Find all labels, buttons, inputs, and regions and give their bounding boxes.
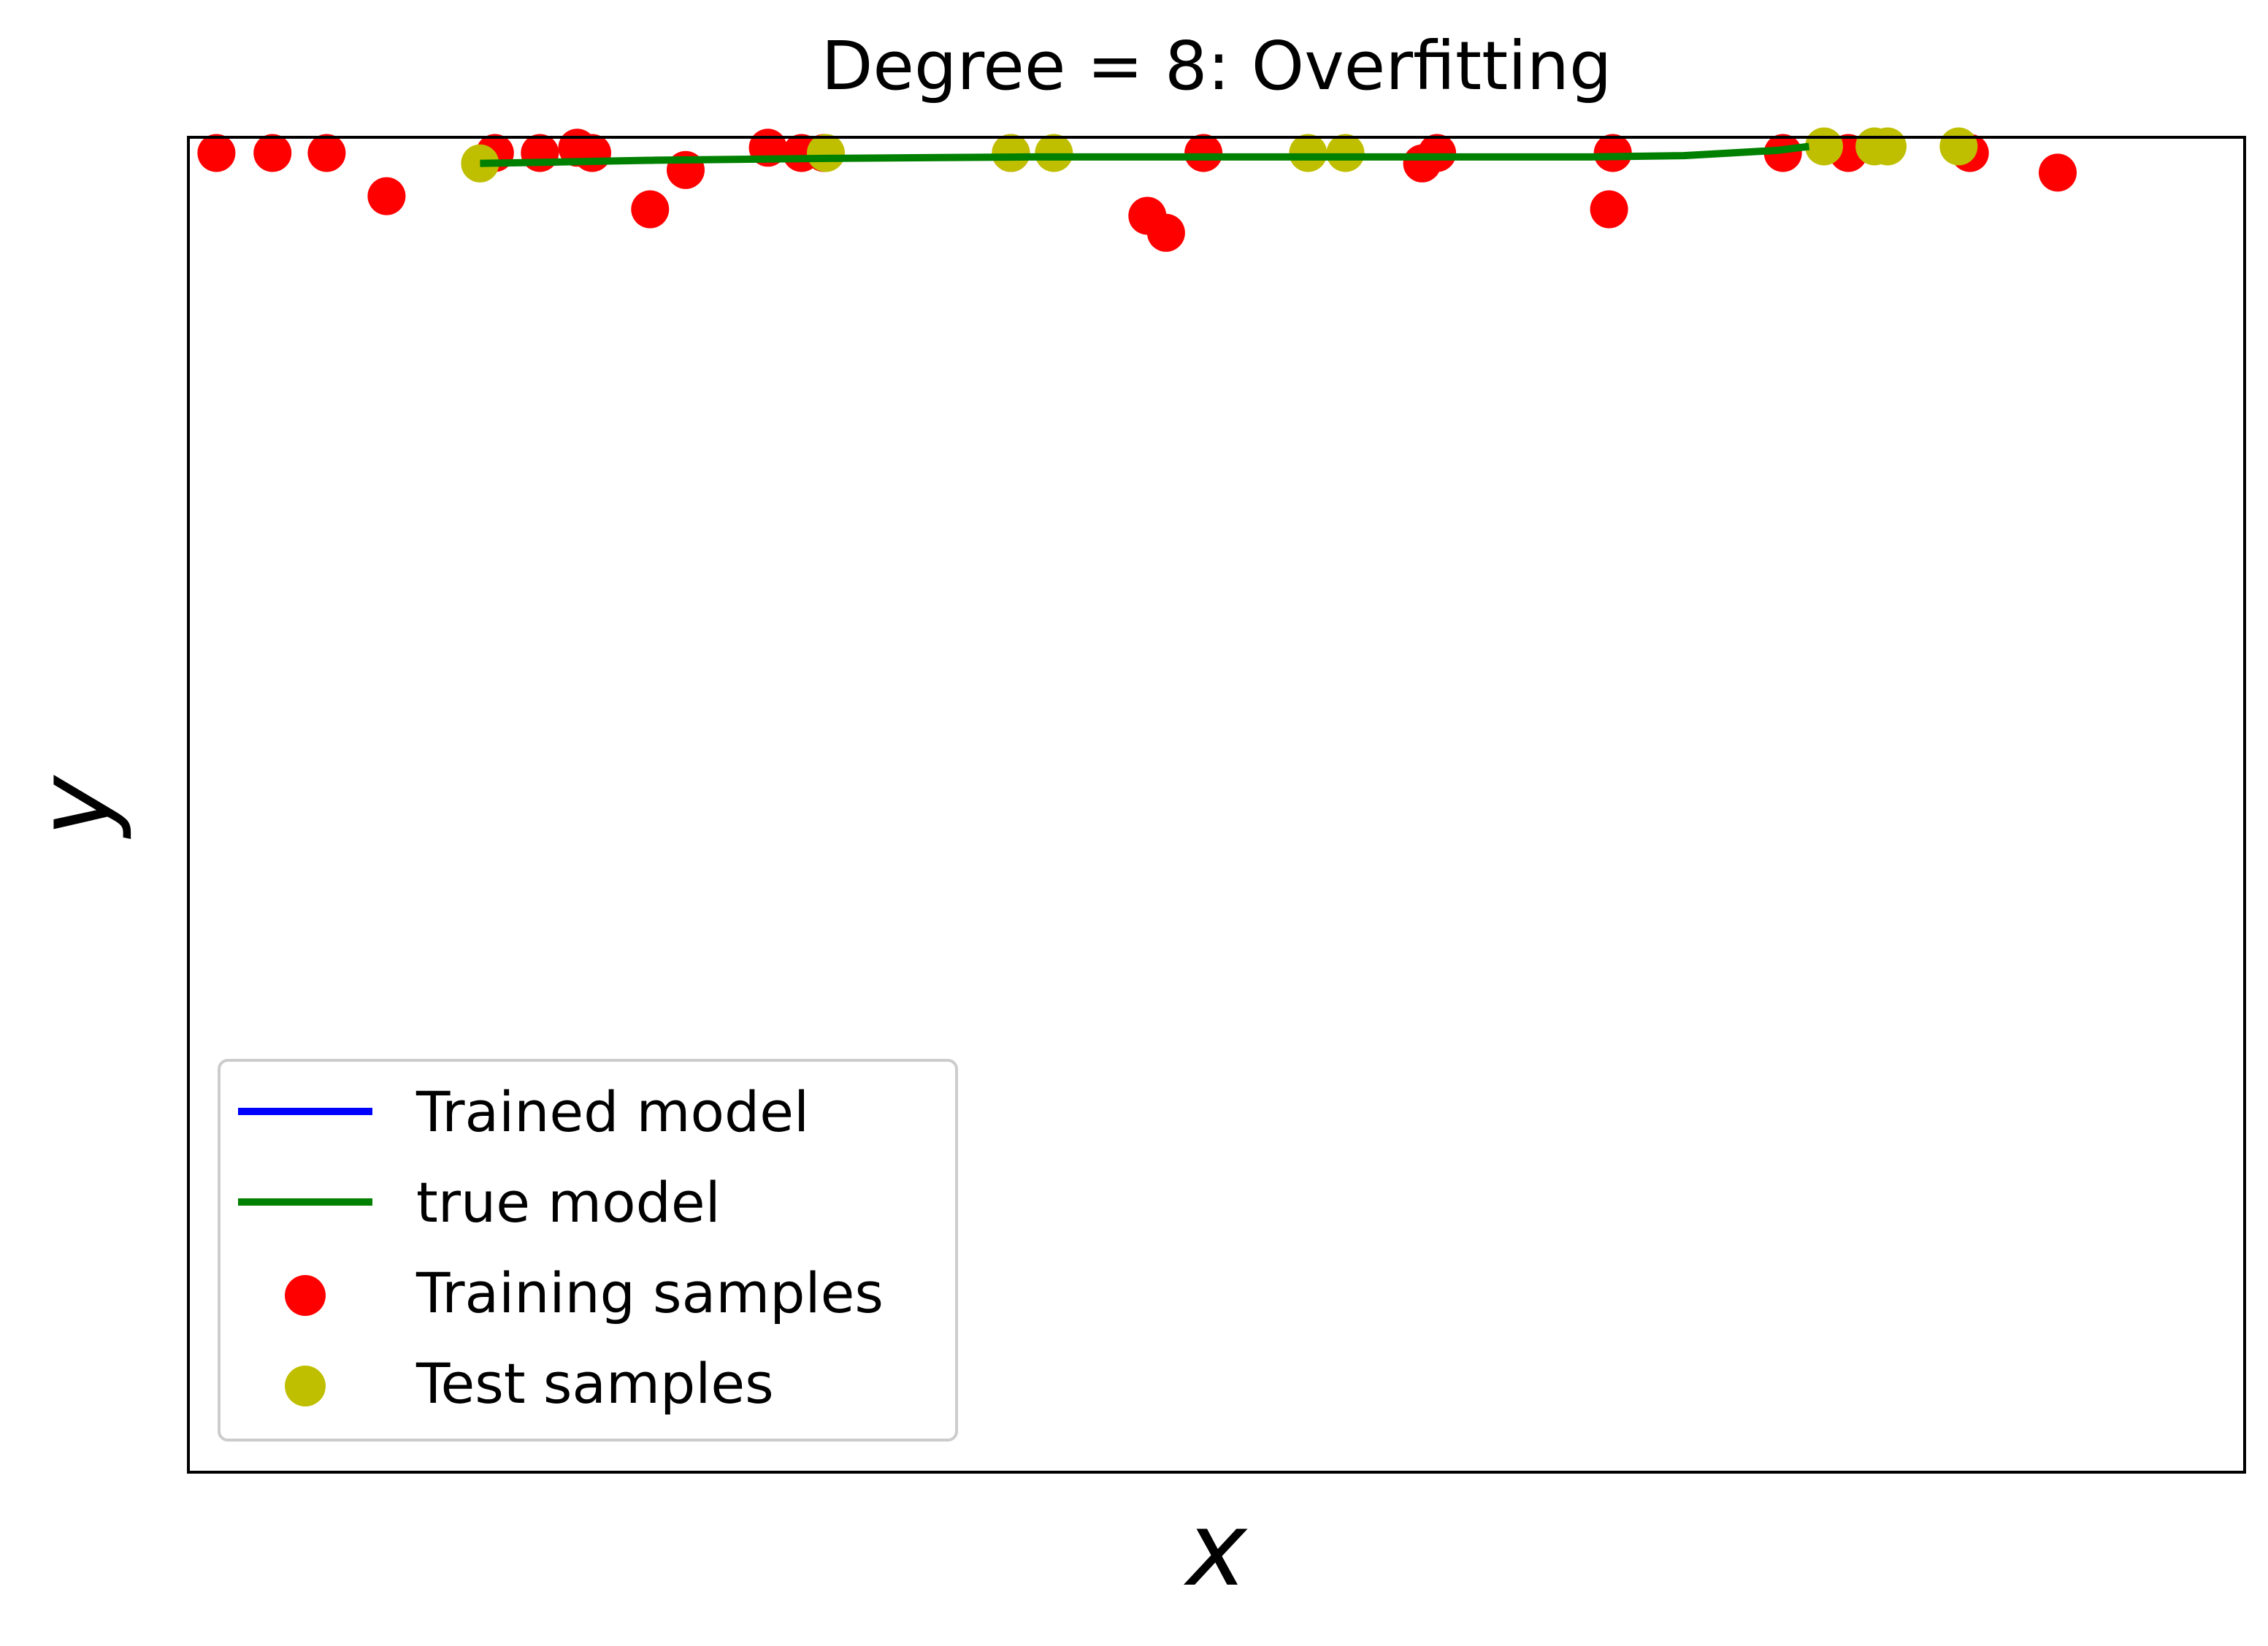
training-samples-point	[367, 177, 406, 215]
test-samples-point	[1035, 134, 1073, 172]
training-samples-point	[253, 134, 292, 172]
test-samples-point	[1939, 127, 1978, 166]
plot-frame	[187, 136, 2246, 1474]
y-axis-label: y	[15, 774, 134, 839]
training-samples-point	[1184, 134, 1223, 172]
training-samples-point	[197, 134, 236, 172]
x-axis-label: x	[1184, 1490, 1249, 1609]
legend-box	[218, 1059, 958, 1442]
legend-label-training-samples: Training samples	[415, 1260, 884, 1325]
training-samples-point	[307, 134, 346, 172]
test-samples-point	[807, 134, 845, 172]
training-samples-point	[1146, 213, 1185, 252]
test-samples-point	[1289, 134, 1328, 172]
training-samples-point	[1418, 134, 1457, 172]
training-samples-point	[521, 134, 559, 172]
test-samples-point	[1869, 127, 1907, 166]
series-true-model-line	[480, 142, 1810, 167]
legend-swatch-training-samples	[285, 1275, 326, 1316]
training-samples-point	[1590, 190, 1628, 229]
legend-label-test-samples: Test samples	[415, 1351, 774, 1416]
chart-title: Degree = 8: Overfitting	[821, 27, 1612, 105]
legend: Trained model true model Training samples T…	[218, 1059, 958, 1442]
legend-swatch-test-samples	[285, 1366, 326, 1406]
training-samples-point	[573, 134, 611, 172]
test-samples-point	[992, 134, 1030, 172]
legend-label-true-model: true model	[416, 1170, 721, 1235]
training-samples-point	[631, 190, 670, 229]
test-samples-point	[1326, 134, 1365, 172]
training-samples-point	[2039, 153, 2077, 192]
test-samples-point	[1805, 127, 1843, 166]
legend-label-trained-model: Trained model	[415, 1079, 809, 1144]
